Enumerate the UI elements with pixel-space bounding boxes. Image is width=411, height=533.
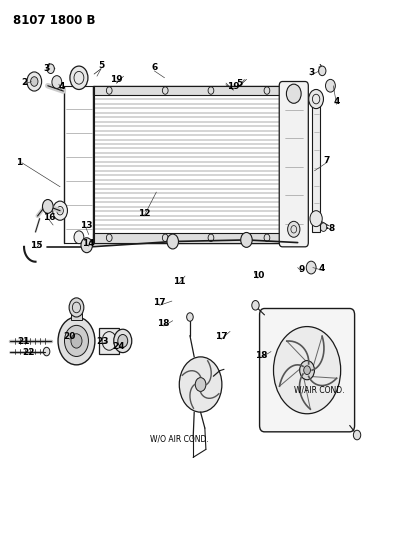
Circle shape xyxy=(304,366,310,375)
Text: 2: 2 xyxy=(21,77,28,86)
Text: 9: 9 xyxy=(298,265,305,273)
FancyBboxPatch shape xyxy=(279,82,308,247)
Text: 16: 16 xyxy=(43,213,55,222)
Text: W/O AIR COND.: W/O AIR COND. xyxy=(150,435,208,444)
Circle shape xyxy=(47,64,54,74)
Text: 6: 6 xyxy=(151,63,157,71)
Circle shape xyxy=(303,365,311,375)
Text: 19: 19 xyxy=(110,75,123,84)
Circle shape xyxy=(288,221,300,237)
Text: W/AIR COND.: W/AIR COND. xyxy=(293,385,344,394)
Text: 8107 1800 B: 8107 1800 B xyxy=(13,14,95,27)
Circle shape xyxy=(65,325,88,357)
Text: 3: 3 xyxy=(308,68,314,77)
Circle shape xyxy=(71,334,82,348)
Circle shape xyxy=(326,79,335,92)
Text: 15: 15 xyxy=(30,241,43,250)
Circle shape xyxy=(53,201,67,220)
Circle shape xyxy=(353,430,361,440)
Circle shape xyxy=(114,329,132,353)
Text: 23: 23 xyxy=(96,337,109,346)
Circle shape xyxy=(300,360,314,379)
Circle shape xyxy=(69,298,84,317)
Text: 4: 4 xyxy=(333,97,340,106)
Text: 10: 10 xyxy=(252,271,264,280)
Circle shape xyxy=(30,77,38,86)
Circle shape xyxy=(273,327,341,414)
Circle shape xyxy=(319,66,326,76)
Text: 17: 17 xyxy=(215,332,227,341)
Bar xyxy=(312,96,320,232)
Circle shape xyxy=(195,377,206,391)
Text: 7: 7 xyxy=(323,156,330,165)
Circle shape xyxy=(306,261,316,274)
Text: 24: 24 xyxy=(112,342,125,351)
Text: 13: 13 xyxy=(80,221,92,230)
Text: 20: 20 xyxy=(63,332,76,341)
Circle shape xyxy=(52,76,62,88)
Circle shape xyxy=(58,317,95,365)
Text: 22: 22 xyxy=(22,348,35,357)
Circle shape xyxy=(118,335,128,348)
Circle shape xyxy=(27,72,42,91)
Text: 4: 4 xyxy=(319,264,326,272)
Circle shape xyxy=(252,301,259,310)
Text: 3: 3 xyxy=(44,64,50,72)
Circle shape xyxy=(43,348,50,356)
Circle shape xyxy=(241,232,252,247)
Text: 18: 18 xyxy=(157,319,170,328)
Circle shape xyxy=(74,231,84,244)
Circle shape xyxy=(310,211,322,227)
Text: 5: 5 xyxy=(98,61,104,70)
Circle shape xyxy=(179,357,222,412)
Circle shape xyxy=(81,238,92,253)
Circle shape xyxy=(320,223,327,231)
Text: 17: 17 xyxy=(153,298,166,307)
Bar xyxy=(93,86,283,95)
Text: 8: 8 xyxy=(328,224,335,233)
Bar xyxy=(93,86,283,243)
Text: 11: 11 xyxy=(173,277,185,286)
Bar xyxy=(99,328,120,354)
Circle shape xyxy=(309,90,323,109)
Text: 19: 19 xyxy=(227,82,240,91)
Circle shape xyxy=(42,199,53,213)
Text: 5: 5 xyxy=(236,78,242,87)
Text: 18: 18 xyxy=(254,351,267,360)
Text: 12: 12 xyxy=(138,209,150,218)
FancyBboxPatch shape xyxy=(260,309,355,432)
Text: 21: 21 xyxy=(17,337,30,346)
Circle shape xyxy=(167,234,178,249)
Circle shape xyxy=(70,66,88,90)
Bar xyxy=(71,306,82,320)
Text: 14: 14 xyxy=(83,239,95,248)
Text: 1: 1 xyxy=(16,158,22,167)
Circle shape xyxy=(286,84,301,103)
Text: 4: 4 xyxy=(58,82,65,91)
Bar xyxy=(93,233,283,243)
Circle shape xyxy=(187,313,193,321)
